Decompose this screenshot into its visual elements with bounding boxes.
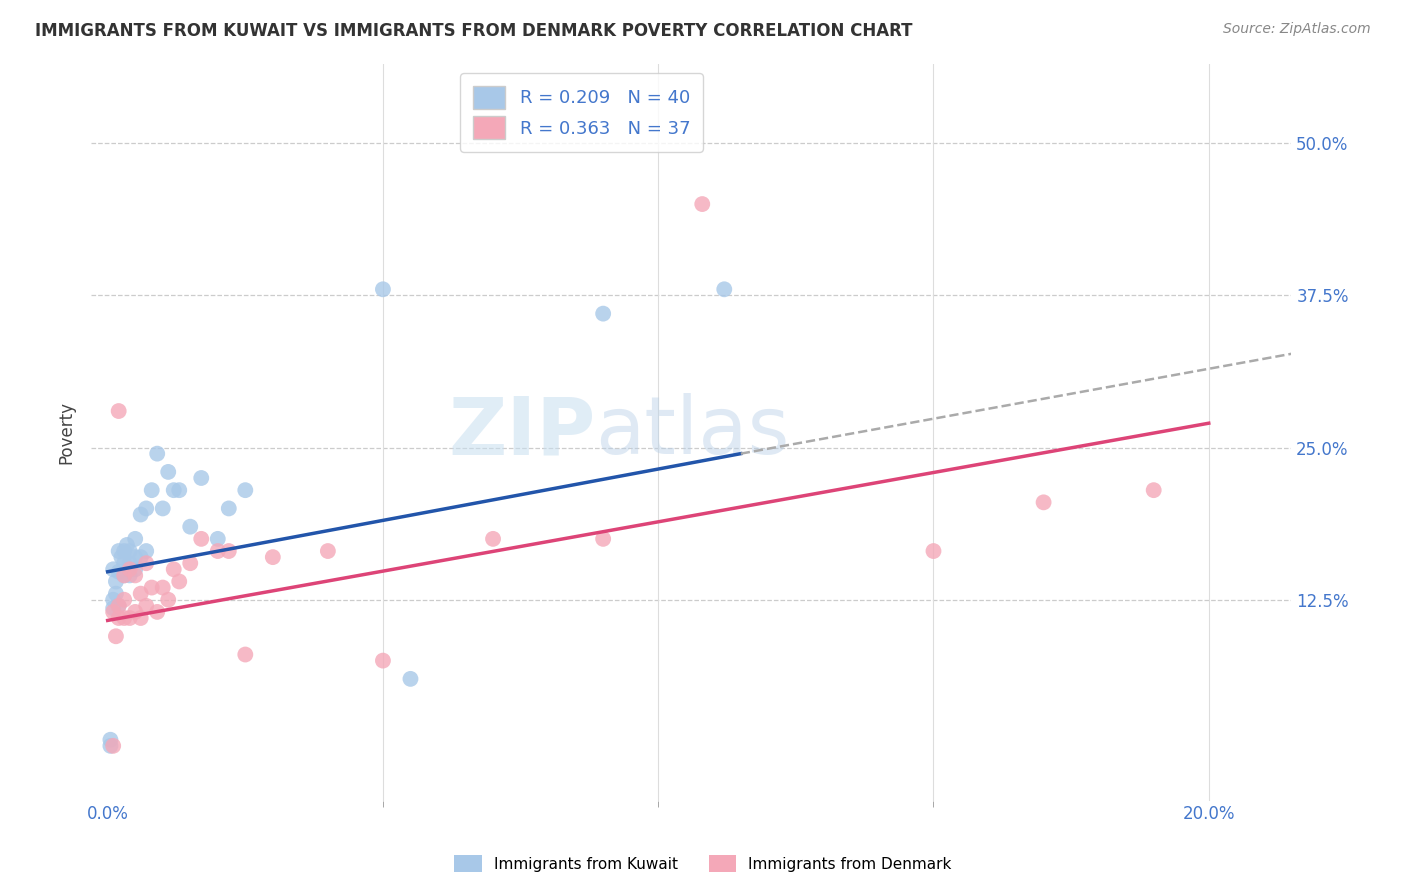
- Point: [101, 605, 124, 619]
- Legend: R = 0.209   N = 40, R = 0.363   N = 37: R = 0.209 N = 40, R = 0.363 N = 37: [460, 73, 703, 152]
- Point: [190, 471, 212, 485]
- Point: [124, 550, 146, 565]
- Point: [112, 556, 135, 570]
- Point: [124, 562, 146, 576]
- Point: [101, 739, 124, 753]
- Point: [152, 581, 174, 595]
- Point: [112, 592, 135, 607]
- Point: [107, 599, 129, 613]
- Point: [157, 592, 180, 607]
- Point: [157, 465, 180, 479]
- Text: atlas: atlas: [595, 393, 790, 471]
- Text: ZIP: ZIP: [449, 393, 595, 471]
- Point: [163, 483, 186, 498]
- Point: [135, 599, 157, 613]
- Point: [179, 556, 201, 570]
- Point: [100, 732, 122, 747]
- Point: [152, 501, 174, 516]
- Point: [124, 605, 146, 619]
- Point: [107, 565, 129, 579]
- Point: [118, 562, 141, 576]
- Point: [399, 672, 422, 686]
- Point: [112, 544, 135, 558]
- Point: [129, 508, 152, 522]
- Point: [112, 568, 135, 582]
- Point: [167, 574, 190, 589]
- Point: [118, 556, 141, 570]
- Point: [115, 538, 138, 552]
- Point: [371, 654, 394, 668]
- Point: [101, 592, 124, 607]
- Point: [129, 550, 152, 565]
- Point: [100, 739, 122, 753]
- Point: [141, 483, 163, 498]
- Point: [107, 544, 129, 558]
- Point: [690, 197, 713, 211]
- Point: [190, 532, 212, 546]
- Point: [592, 532, 614, 546]
- Point: [135, 556, 157, 570]
- Point: [107, 404, 129, 418]
- Point: [262, 550, 284, 565]
- Point: [141, 581, 163, 595]
- Point: [135, 501, 157, 516]
- Point: [112, 611, 135, 625]
- Point: [101, 601, 124, 615]
- Point: [129, 611, 152, 625]
- Point: [107, 611, 129, 625]
- Point: [1032, 495, 1054, 509]
- Point: [179, 519, 201, 533]
- Point: [118, 544, 141, 558]
- Point: [118, 568, 141, 582]
- Point: [163, 562, 186, 576]
- Point: [124, 568, 146, 582]
- Point: [104, 629, 127, 643]
- Point: [592, 307, 614, 321]
- Point: [207, 532, 229, 546]
- Point: [207, 544, 229, 558]
- Point: [146, 605, 169, 619]
- Point: [124, 532, 146, 546]
- Point: [104, 574, 127, 589]
- Point: [371, 282, 394, 296]
- Point: [233, 648, 256, 662]
- Point: [316, 544, 339, 558]
- Point: [118, 611, 141, 625]
- Point: [482, 532, 505, 546]
- Point: [112, 568, 135, 582]
- Text: IMMIGRANTS FROM KUWAIT VS IMMIGRANTS FROM DENMARK POVERTY CORRELATION CHART: IMMIGRANTS FROM KUWAIT VS IMMIGRANTS FRO…: [35, 22, 912, 40]
- Text: Source: ZipAtlas.com: Source: ZipAtlas.com: [1223, 22, 1371, 37]
- Point: [104, 587, 127, 601]
- Point: [922, 544, 945, 558]
- Point: [146, 447, 169, 461]
- Point: [713, 282, 735, 296]
- Legend: Immigrants from Kuwait, Immigrants from Denmark: Immigrants from Kuwait, Immigrants from …: [447, 847, 959, 880]
- Point: [233, 483, 256, 498]
- Point: [110, 550, 132, 565]
- Point: [135, 544, 157, 558]
- Point: [101, 562, 124, 576]
- Point: [107, 599, 129, 613]
- Point: [1143, 483, 1166, 498]
- Y-axis label: Poverty: Poverty: [58, 401, 75, 464]
- Point: [218, 544, 240, 558]
- Point: [167, 483, 190, 498]
- Point: [218, 501, 240, 516]
- Point: [129, 587, 152, 601]
